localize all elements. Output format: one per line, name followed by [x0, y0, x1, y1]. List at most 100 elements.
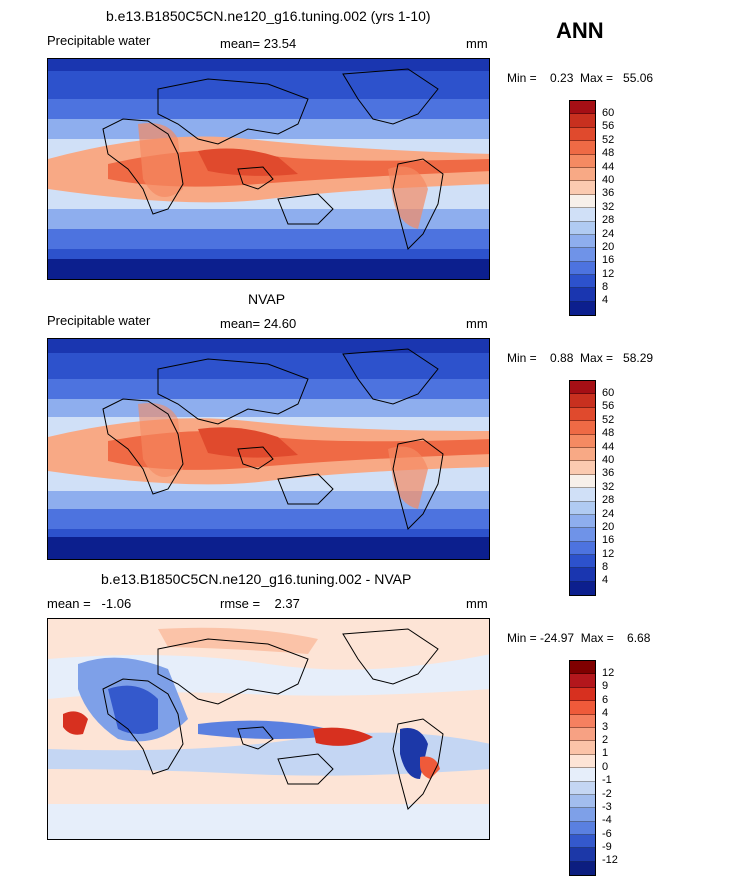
colorbar-swatch	[570, 114, 595, 128]
panel-2-mean: mean= 24.60	[220, 316, 297, 331]
colorbar-tick: 1	[602, 747, 609, 760]
panel-2-colorbar	[569, 380, 596, 597]
colorbar-tick: -3	[602, 800, 612, 813]
colorbar-tick: 60	[602, 387, 615, 399]
panel-1-colorbar-ticks: 60 56 52 48 44 40 36 32 28 24 20 16 12 8…	[602, 107, 614, 308]
panel-1-unit: mm	[466, 36, 488, 51]
colorbar-tick: 28	[602, 494, 615, 507]
colorbar-tick: 40	[602, 453, 615, 466]
colorbar-tick: 0	[602, 760, 609, 773]
colorbar-tick: 52	[602, 133, 615, 146]
indonesia-outline	[237, 166, 274, 190]
colorbar-tick: 48	[602, 147, 615, 160]
eurasia-outline	[157, 638, 309, 705]
colorbar-swatch	[570, 208, 595, 222]
colorbar-swatch	[570, 488, 595, 502]
colorbar-swatch	[570, 181, 595, 195]
colorbar-tick: 8	[602, 281, 609, 294]
panel-1-variable-label: Precipitable water	[47, 33, 151, 48]
panel-3-rmse: rmse = 2.37	[220, 596, 300, 611]
panel-2-map	[47, 338, 490, 560]
colorbar-tick: 36	[602, 467, 615, 480]
colorbar-tick: 28	[602, 214, 615, 227]
panel-1-title: b.e13.B1850C5CN.ne120_g16.tuning.002 (yr…	[106, 8, 431, 24]
colorbar-swatch	[570, 461, 595, 475]
panel-3-colorbar	[569, 660, 596, 876]
colorbar-tick: 56	[602, 400, 615, 413]
colorbar-tick: -6	[602, 827, 612, 840]
colorbar-swatch	[570, 407, 595, 422]
south-america-outline	[392, 438, 444, 530]
panel-3-unit: mm	[466, 596, 488, 611]
colorbar-swatch	[570, 661, 595, 675]
north-america-outline	[342, 68, 439, 125]
colorbar-tick: 2	[602, 733, 609, 746]
colorbar-tick: 9	[602, 680, 609, 693]
colorbar-swatch	[570, 701, 595, 715]
colorbar-swatch	[570, 848, 595, 862]
season-label: ANN	[556, 18, 604, 43]
colorbar-tick: 56	[602, 120, 615, 133]
panel-1-colorbar	[569, 100, 596, 317]
colorbar-swatch	[570, 381, 595, 395]
colorbar-tick: 36	[602, 187, 615, 200]
colorbar-tick: 4	[602, 707, 609, 720]
colorbar-swatch	[570, 101, 595, 115]
colorbar-tick: 12	[602, 667, 615, 679]
colorbar-tick: 3	[602, 720, 609, 733]
colorbar-swatch	[570, 781, 595, 795]
panel-2-title: NVAP	[248, 291, 286, 307]
colorbar-swatch	[570, 768, 595, 782]
colorbar-tick: 20	[602, 520, 615, 533]
panel-3-mean: mean = -1.06	[47, 596, 132, 611]
south-america-outline	[392, 718, 444, 810]
colorbar-swatch	[570, 727, 595, 742]
colorbar-tick: 52	[602, 413, 615, 426]
colorbar-tick: 32	[602, 480, 615, 493]
panel-2-variable-label: Precipitable water	[47, 313, 151, 328]
colorbar-swatch	[570, 301, 595, 316]
colorbar-swatch	[570, 821, 595, 836]
colorbar-swatch	[570, 501, 595, 515]
colorbar-swatch	[570, 754, 595, 769]
colorbar-swatch	[570, 234, 595, 249]
colorbar-swatch	[570, 261, 595, 276]
colorbar-swatch	[570, 394, 595, 408]
australia-outline	[277, 473, 334, 505]
colorbar-swatch	[570, 514, 595, 529]
colorbar-tick: 12	[602, 267, 615, 280]
colorbar-swatch	[570, 288, 595, 302]
panel-3-colorbar-ticks: 12 9 6 4 3 2 1 0 -1 -2 -3 -4 -6 -9 -12	[602, 667, 618, 868]
colorbar-tick: 32	[602, 200, 615, 213]
colorbar-swatch	[570, 154, 595, 168]
colorbar-swatch	[570, 474, 595, 489]
colorbar-tick: 12	[602, 547, 615, 560]
africa-outline	[102, 678, 184, 775]
colorbar-tick: 8	[602, 561, 609, 574]
colorbar-swatch	[570, 835, 595, 849]
colorbar-tick: 48	[602, 427, 615, 440]
indonesia-outline	[237, 446, 274, 470]
africa-outline	[102, 398, 184, 495]
panel-2-colorbar-ticks: 60 56 52 48 44 40 36 32 28 24 20 16 12 8…	[602, 387, 614, 588]
panel-2-unit: mm	[466, 316, 488, 331]
colorbar-tick: 40	[602, 173, 615, 186]
colorbar-swatch	[570, 167, 595, 182]
africa-outline	[102, 118, 184, 215]
colorbar-swatch	[570, 861, 595, 876]
colorbar-swatch	[570, 275, 595, 289]
colorbar-tick: -2	[602, 787, 612, 800]
panel-3-title: b.e13.B1850C5CN.ne120_g16.tuning.002 - N…	[101, 571, 412, 587]
colorbar-tick: 44	[602, 440, 615, 453]
colorbar-swatch	[570, 248, 595, 262]
eurasia-outline	[157, 358, 309, 425]
colorbar-tick: 4	[602, 574, 609, 587]
colorbar-tick: 24	[602, 507, 615, 520]
colorbar-swatch	[570, 221, 595, 235]
colorbar-swatch	[570, 581, 595, 596]
panel-3-minmax: Min = -24.97 Max = 6.68	[507, 631, 651, 645]
south-america-outline	[392, 158, 444, 250]
colorbar-tick: 4	[602, 294, 609, 307]
north-america-outline	[342, 628, 439, 685]
colorbar-tick: 44	[602, 160, 615, 173]
